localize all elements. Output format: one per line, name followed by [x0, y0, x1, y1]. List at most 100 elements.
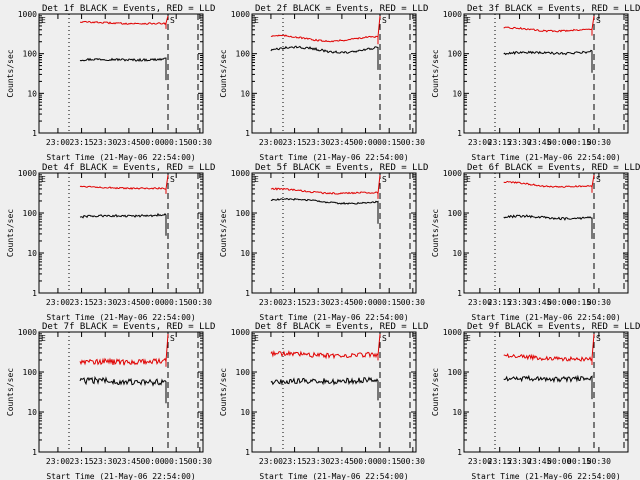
panel-det-2: Det 2f BLACK = Events, RED = LLD Counts/s…	[219, 4, 428, 162]
x-tick-label: 00:15	[377, 298, 401, 307]
y-tick-label: 10	[240, 249, 250, 258]
series-line-events	[270, 376, 379, 401]
x-tick-label: 23:30	[508, 298, 532, 307]
y-tick-label: 1000	[443, 169, 462, 178]
y-tick-label: 1	[32, 289, 37, 298]
series-line-lld-rise	[377, 174, 381, 194]
x-axis-label: Start Time (21-May-06 22:54:00)	[259, 472, 408, 480]
y-tick-label: 100	[448, 209, 463, 218]
x-tick-label: 23:45	[330, 138, 354, 147]
corner-label-s: S	[596, 334, 601, 343]
panel-title: Det 7f BLACK = Events, RED = LLD	[42, 322, 215, 332]
x-tick-label: 00:00	[140, 457, 164, 466]
x-tick-label: 23:30	[306, 298, 330, 307]
x-tick-label: 23:15	[488, 138, 512, 147]
x-tick-label: 23:45	[527, 457, 551, 466]
series-line-events	[79, 212, 167, 236]
x-tick-label: 23:00	[259, 457, 283, 466]
corner-label-s: S	[382, 16, 387, 25]
corner-label-e: E	[254, 334, 259, 343]
y-tick-label: 1000	[18, 328, 37, 337]
y-tick-label: 1000	[231, 10, 250, 19]
x-tick-label: 00:15	[164, 298, 188, 307]
series-line-lld	[503, 353, 593, 365]
plot-frame	[38, 331, 204, 453]
y-tick-label: 100	[236, 50, 251, 59]
x-tick-label: 00:00	[140, 298, 164, 307]
x-tick-label: 00:30	[401, 457, 425, 466]
y-axis-label: Counts/sec	[431, 209, 440, 257]
y-tick-label: 100	[23, 50, 38, 59]
x-tick-label: 23:00	[259, 298, 283, 307]
series-line-lld	[503, 26, 593, 36]
x-tick-label: 00:15	[164, 457, 188, 466]
x-tick-label: 00:15	[377, 138, 401, 147]
panel-title: Det 2f BLACK = Events, RED = LLD	[255, 4, 428, 14]
x-tick-label: 23:45	[117, 138, 141, 147]
corner-label-s: S	[596, 175, 601, 184]
y-tick-label: 1000	[443, 328, 462, 337]
x-tick-label: 23:00	[468, 138, 492, 147]
y-tick-label: 1000	[18, 10, 37, 19]
series-line-lld-rise	[165, 15, 169, 24]
y-axis-label: Counts/sec	[219, 49, 228, 97]
y-tick-label: 10	[452, 89, 462, 98]
panel-det-5: Det 5f BLACK = Events, RED = LLD Counts/s…	[219, 163, 428, 322]
x-tick-label: 00:00	[547, 457, 571, 466]
y-axis-label: Counts/sec	[431, 49, 440, 97]
x-tick-label: 00:30	[587, 457, 611, 466]
panel-det-6: Det 6f BLACK = Events, RED = LLD Counts/s…	[431, 163, 640, 322]
panel-det-8: Det 8f BLACK = Events, RED = LLD Counts/s…	[219, 322, 428, 480]
y-tick-label: 1	[245, 289, 250, 298]
y-tick-label: 1	[457, 289, 462, 298]
x-tick-label: 00:15	[567, 138, 591, 147]
x-tick-label: 00:00	[353, 138, 377, 147]
x-tick-label: 00:30	[188, 138, 212, 147]
x-tick-label: 23:15	[70, 298, 94, 307]
x-axis-label: Start Time (21-May-06 22:54:00)	[46, 472, 195, 480]
x-tick-label: 23:30	[508, 138, 532, 147]
x-tick-label: 00:30	[587, 298, 611, 307]
series-line-events	[79, 375, 167, 404]
series-line-lld-rise	[165, 333, 169, 362]
panel-det-3: Det 3f BLACK = Events, RED = LLD Counts/s…	[431, 4, 640, 162]
y-tick-label: 1	[32, 448, 37, 457]
plot-frame	[251, 331, 417, 453]
series-line-events	[503, 374, 593, 400]
x-tick-label: 23:45	[330, 457, 354, 466]
plot-frame	[251, 172, 417, 294]
y-tick-label: 100	[23, 368, 38, 377]
series-line-lld-rise	[591, 333, 595, 359]
x-tick-label: 23:45	[527, 138, 551, 147]
y-tick-label: 1	[457, 448, 462, 457]
x-axis-label: Start Time (21-May-06 22:54:00)	[471, 153, 620, 162]
y-axis-label: Counts/sec	[219, 209, 228, 257]
corner-label-e: E	[466, 334, 471, 343]
plot-frame	[251, 13, 417, 134]
corner-label-s: S	[382, 334, 387, 343]
series-line-lld-rise	[377, 333, 381, 356]
x-tick-label: 23:15	[70, 138, 94, 147]
series-line-lld	[270, 349, 379, 361]
x-tick-label: 23:00	[259, 138, 283, 147]
panel-title: Det 6f BLACK = Events, RED = LLD	[467, 163, 640, 173]
x-tick-label: 00:00	[353, 298, 377, 307]
panel-title: Det 3f BLACK = Events, RED = LLD	[467, 4, 640, 14]
x-tick-label: 23:00	[46, 298, 70, 307]
y-tick-label: 1	[32, 129, 37, 138]
x-tick-label: 00:15	[567, 298, 591, 307]
corner-label-e: E	[41, 334, 46, 343]
x-tick-label: 23:15	[488, 298, 512, 307]
x-axis-label: Start Time (21-May-06 22:54:00)	[46, 153, 195, 162]
y-tick-label: 10	[27, 408, 37, 417]
series-line-lld	[503, 180, 593, 193]
panel-title: Det 9f BLACK = Events, RED = LLD	[467, 322, 640, 332]
corner-label-e: E	[466, 16, 471, 25]
y-tick-label: 1	[245, 129, 250, 138]
panel-title: Det 5f BLACK = Events, RED = LLD	[255, 163, 428, 173]
series-line-lld-rise	[165, 174, 169, 190]
x-tick-label: 23:45	[117, 298, 141, 307]
x-axis-label: Start Time (21-May-06 22:54:00)	[471, 313, 620, 322]
y-axis-label: Counts/sec	[6, 209, 15, 257]
